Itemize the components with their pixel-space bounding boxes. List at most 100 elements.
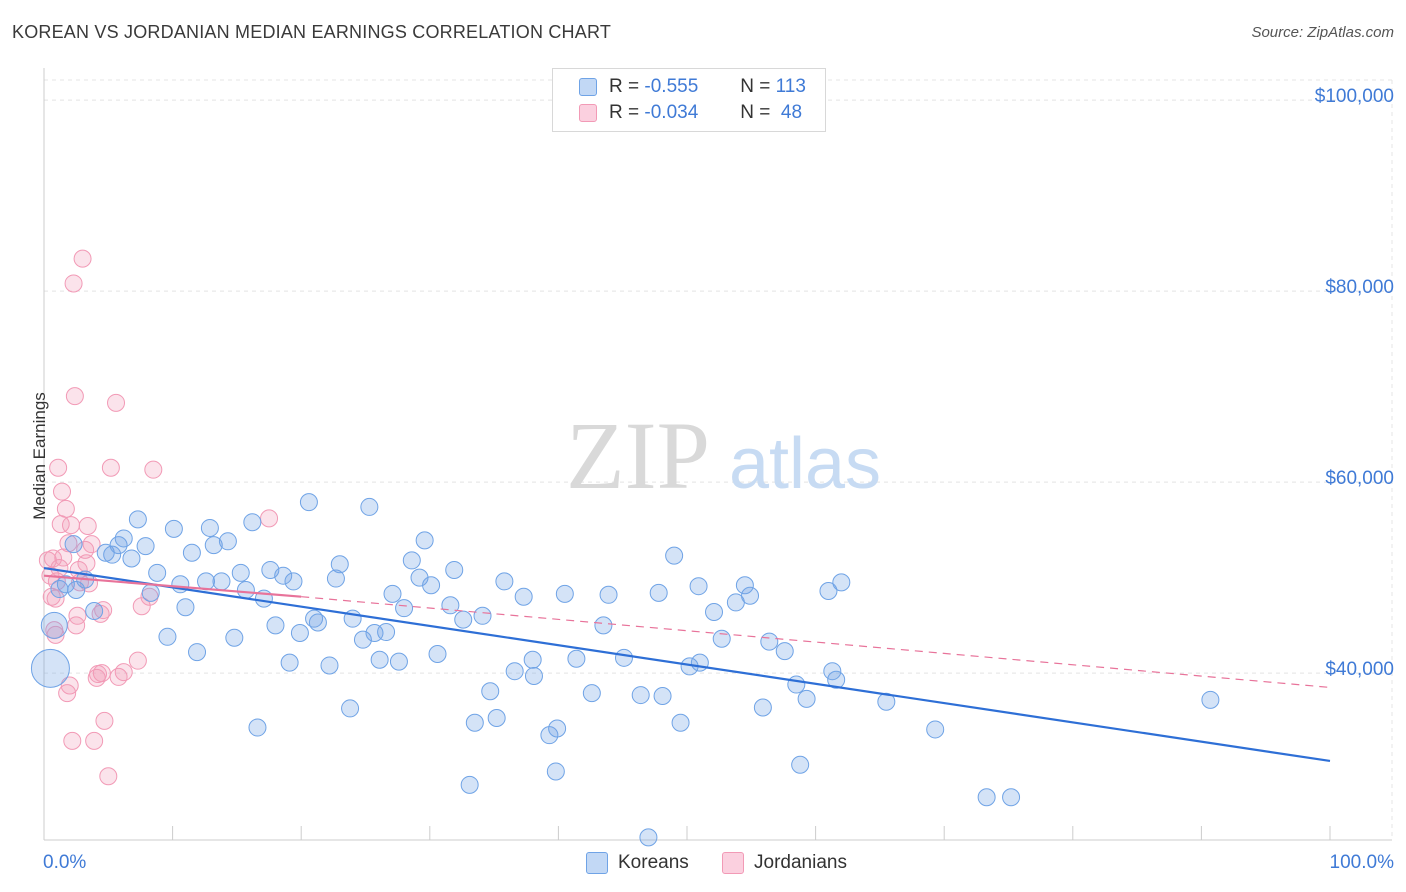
jordanian-point — [99, 767, 118, 786]
korean-point — [926, 720, 945, 739]
korean-point — [548, 719, 567, 738]
korean-point — [326, 569, 345, 588]
korean-point — [320, 656, 339, 675]
jordanian-point — [53, 482, 72, 501]
y-tick-label-80000: $80,000 — [1325, 277, 1394, 298]
korean-point — [377, 623, 396, 642]
korean-point — [465, 713, 484, 732]
korean-point — [1002, 788, 1021, 807]
korean-point — [266, 616, 285, 635]
jordanian-point — [82, 535, 101, 554]
chart-title: KOREAN VS JORDANIAN MEDIAN EARNINGS CORR… — [12, 22, 612, 42]
korean-point — [977, 788, 996, 807]
korean-point — [827, 670, 846, 689]
korean-point — [248, 718, 267, 737]
watermark-zip: ZIP — [566, 402, 710, 509]
korean-point — [415, 531, 434, 550]
jordanian-points — [38, 249, 279, 786]
korean-point — [614, 648, 633, 667]
korean-swatch — [586, 852, 608, 874]
y-axis-label: Median Earnings — [30, 392, 49, 520]
korean-point — [481, 682, 500, 701]
korean-point — [791, 755, 810, 774]
korean-point — [1201, 690, 1220, 709]
legend-row-jordanians: R = -0.034 N = 48 — [579, 101, 802, 125]
bottom-legend-label: Jordanians — [754, 852, 847, 873]
korean-point — [164, 519, 183, 538]
jordanian-point — [92, 664, 111, 683]
korean-point — [383, 584, 402, 603]
korean-point — [741, 586, 760, 605]
korean-point — [218, 532, 237, 551]
legend-row-koreans: R = -0.555 N = 113 — [579, 75, 806, 99]
jordanian-trendline-dashed — [301, 596, 1331, 689]
korean-point — [514, 587, 533, 606]
jordanian-point — [73, 249, 92, 268]
korean-point — [473, 606, 492, 625]
korean-point — [236, 581, 255, 600]
korean-point — [188, 643, 207, 662]
korean-point — [594, 616, 613, 635]
jordanian-point — [44, 549, 63, 568]
korean-point — [243, 513, 262, 532]
legend-n-value: 113 — [775, 76, 806, 97]
jordanian-swatch — [722, 852, 744, 874]
korean-point — [308, 613, 327, 632]
korean-point — [280, 653, 299, 672]
jordanian-point — [62, 516, 81, 535]
jordanian-swatch — [579, 104, 597, 122]
korean-point — [460, 775, 479, 794]
jordanian-point — [85, 731, 104, 750]
chart-source: Source: ZipAtlas.com — [1251, 24, 1394, 41]
korean-point — [114, 529, 133, 548]
trendlines — [43, 566, 1331, 763]
korean-point — [454, 610, 473, 629]
korean-point — [546, 762, 565, 781]
korean-point — [832, 573, 851, 592]
korean-point — [787, 675, 806, 694]
legend-n-label: N = — [740, 102, 771, 123]
korean-point — [402, 551, 421, 570]
korean-point — [56, 575, 75, 594]
korean-point — [136, 537, 155, 556]
korean-point — [330, 555, 349, 574]
korean-point — [441, 596, 460, 615]
watermark: ZIP atlas — [566, 402, 881, 509]
korean-point — [290, 623, 309, 642]
jordanian-point — [46, 625, 65, 644]
korean-point — [370, 650, 389, 669]
korean-point — [760, 632, 779, 651]
jordanian-point — [78, 517, 97, 536]
watermark-atlas: atlas — [729, 424, 881, 504]
korean-point — [753, 698, 772, 717]
jordanian-point — [114, 663, 133, 682]
korean-point — [877, 692, 896, 711]
korean-point — [523, 650, 542, 669]
jordanian-trendline-solid — [43, 574, 302, 598]
jordanian-point — [54, 548, 73, 567]
jordanian-point — [63, 731, 82, 750]
correlation-legend: R = -0.555 N = 113 R = -0.034 N = 48 — [552, 68, 826, 132]
korean-point — [212, 572, 231, 591]
jordanian-point — [56, 499, 75, 518]
bottom-legend-jordanians[interactable]: Jordanians — [722, 852, 847, 874]
x-tick-label-max: 100.0% — [1329, 852, 1394, 873]
jordanian-point — [49, 458, 68, 477]
axes — [43, 68, 1392, 841]
korean-point — [389, 652, 408, 671]
jordanian-point — [107, 393, 126, 412]
korean-point — [182, 543, 201, 562]
korean-point — [689, 577, 708, 596]
legend-r-label: R = — [609, 102, 640, 123]
korean-point — [671, 713, 690, 732]
korean-point — [103, 545, 122, 564]
korean-point — [353, 630, 372, 649]
korean-point — [819, 581, 838, 600]
korean-point — [341, 699, 360, 718]
bottom-legend-koreans[interactable]: Koreans — [586, 852, 689, 874]
jordanian-point — [144, 460, 163, 479]
korean-point — [495, 572, 514, 591]
korean-swatch — [579, 78, 597, 96]
korean-point — [567, 649, 586, 668]
korean-point — [30, 648, 70, 688]
